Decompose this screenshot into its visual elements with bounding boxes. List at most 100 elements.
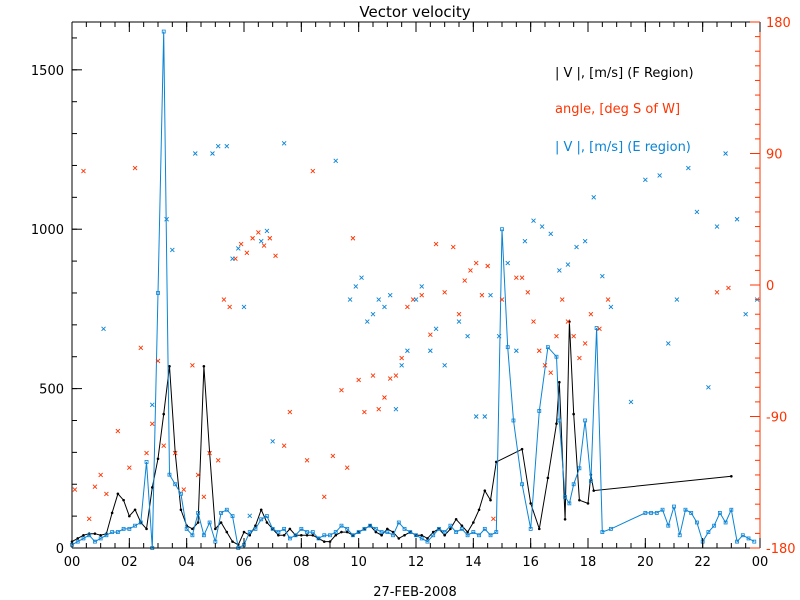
data-point	[99, 533, 102, 537]
data-point	[522, 238, 528, 244]
data-point	[582, 341, 588, 346]
data-point	[577, 355, 582, 361]
data-point	[330, 453, 336, 459]
data-point	[531, 319, 536, 324]
data-point	[525, 289, 531, 295]
data-point	[591, 195, 597, 200]
data-point	[499, 297, 505, 302]
data-point	[483, 489, 487, 492]
data-point	[144, 460, 149, 464]
data-point	[172, 450, 178, 456]
data-point	[321, 494, 327, 500]
data-point	[310, 168, 316, 174]
data-point	[437, 526, 441, 531]
series-3	[101, 140, 760, 519]
data-point	[288, 527, 292, 531]
data-point	[485, 263, 490, 269]
data-point	[282, 526, 287, 531]
data-point	[536, 348, 542, 354]
data-point	[353, 284, 359, 289]
data-point	[674, 297, 680, 302]
data-point	[385, 530, 390, 534]
data-point	[132, 165, 138, 171]
data-point	[215, 143, 221, 149]
data-point	[514, 275, 519, 281]
data-point	[672, 504, 676, 509]
data-point	[677, 533, 682, 538]
data-point	[376, 406, 382, 412]
data-point	[241, 304, 247, 310]
data-point	[380, 533, 383, 537]
data-point	[752, 539, 757, 544]
data-point	[207, 450, 212, 456]
data-point	[448, 523, 453, 528]
data-point	[364, 319, 370, 324]
data-point	[221, 297, 227, 302]
data-point	[712, 523, 717, 528]
data-point	[128, 514, 131, 518]
data-point	[277, 533, 280, 537]
data-point	[270, 526, 275, 531]
data-point	[397, 537, 401, 540]
data-point	[72, 487, 78, 492]
data-point	[311, 533, 315, 537]
data-point	[686, 165, 691, 171]
data-point	[316, 536, 321, 541]
data-point	[379, 530, 384, 534]
data-point	[155, 358, 161, 364]
data-point	[287, 536, 292, 541]
data-point	[347, 297, 353, 302]
data-point	[442, 530, 447, 534]
data-point	[559, 297, 565, 302]
data-point	[219, 521, 223, 524]
data-point	[264, 228, 270, 234]
data-point	[454, 518, 458, 521]
data-point	[362, 526, 367, 531]
data-point	[563, 518, 567, 521]
data-point	[382, 304, 387, 310]
data-point	[743, 311, 748, 317]
data-point	[605, 297, 611, 302]
data-point	[456, 319, 462, 324]
data-point	[471, 530, 476, 534]
data-point	[403, 533, 406, 537]
data-point	[344, 465, 350, 470]
data-point	[273, 253, 278, 259]
y-right-tick-label: 90	[766, 148, 783, 163]
x-tick-label: 04	[178, 555, 195, 570]
data-point	[554, 354, 559, 359]
data-point	[477, 508, 481, 512]
data-point	[689, 511, 694, 515]
data-point	[196, 511, 201, 515]
data-point	[270, 439, 275, 444]
data-point	[531, 218, 536, 224]
data-point	[565, 262, 571, 267]
data-point	[413, 297, 419, 302]
x-tick-label: 20	[637, 555, 654, 570]
data-point	[115, 530, 120, 534]
data-point	[558, 380, 561, 384]
x-tick-label: 12	[408, 555, 425, 570]
data-point	[588, 311, 594, 317]
data-point	[161, 443, 167, 449]
data-point	[567, 501, 572, 506]
data-point	[387, 292, 393, 298]
data-point	[351, 533, 355, 538]
data-point	[305, 530, 309, 534]
data-point	[121, 526, 126, 531]
data-point	[442, 363, 447, 368]
data-point	[156, 457, 160, 461]
data-point	[322, 533, 327, 538]
data-point	[657, 173, 662, 178]
data-point	[433, 326, 439, 332]
data-point	[81, 536, 86, 541]
data-point	[259, 508, 263, 512]
data-point	[164, 216, 169, 222]
data-point	[161, 29, 166, 34]
data-point	[428, 348, 433, 354]
data-point	[81, 168, 86, 174]
data-point	[235, 246, 241, 251]
data-point	[666, 523, 671, 528]
